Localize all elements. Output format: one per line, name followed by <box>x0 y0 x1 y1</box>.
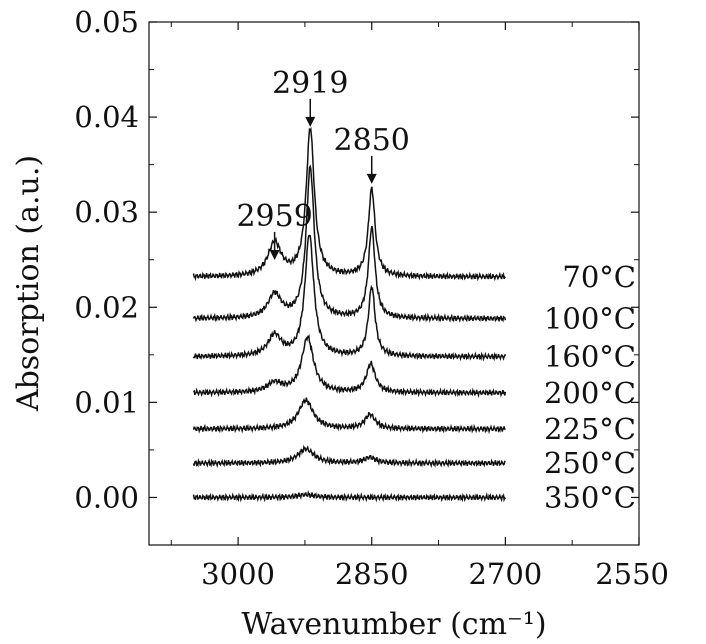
spectra-series <box>192 126 507 503</box>
axis-tick-labels: 0.00 0.01 0.02 0.03 0.04 0.05 3000 2850 2700 2550 <box>74 5 669 591</box>
spectrum-line <box>192 489 506 503</box>
spectrum-line <box>192 126 506 282</box>
y-tick-label: 0.01 <box>74 385 139 419</box>
x-tick-label: 2550 <box>595 557 669 591</box>
series-label: 70°C <box>562 260 636 294</box>
y-tick-label: 0.02 <box>74 290 139 324</box>
peak-arrow-head <box>305 116 316 127</box>
x-axis-label: Wavenumber (cm⁻¹) <box>241 607 546 642</box>
y-tick-label: 0.03 <box>74 195 139 229</box>
peak-label: 2919 <box>272 66 348 101</box>
spectrum-line <box>192 397 506 435</box>
plot-frame <box>148 21 640 546</box>
series-label: 250°C <box>544 446 636 480</box>
x-tick-label: 3000 <box>201 557 275 591</box>
peak-annotations: 2959 2919 2850 <box>236 66 410 260</box>
series-label: 100°C <box>544 302 636 336</box>
series-label: 200°C <box>544 376 636 410</box>
peak-label: 2850 <box>334 123 410 158</box>
x-tick-label: 2700 <box>468 557 542 591</box>
y-tick-label: 0.05 <box>74 5 139 39</box>
series-label: 160°C <box>544 340 636 374</box>
peak-arrow-head <box>366 173 377 184</box>
series-label: 225°C <box>544 412 636 446</box>
spectrum-line <box>192 444 506 469</box>
series-label: 350°C <box>544 480 636 514</box>
y-tick-label: 0.00 <box>74 480 139 514</box>
y-tick-label: 0.04 <box>74 100 139 134</box>
axis-ticks <box>149 21 640 545</box>
peak-arrow-head <box>269 249 280 260</box>
peak-label: 2959 <box>236 199 312 234</box>
x-tick-label: 2850 <box>335 557 409 591</box>
y-axis-label: Absorption (a.u.) <box>11 155 46 412</box>
spectrum-line <box>192 234 507 362</box>
spectrum-line <box>192 334 507 398</box>
spectrum-line <box>192 164 507 324</box>
